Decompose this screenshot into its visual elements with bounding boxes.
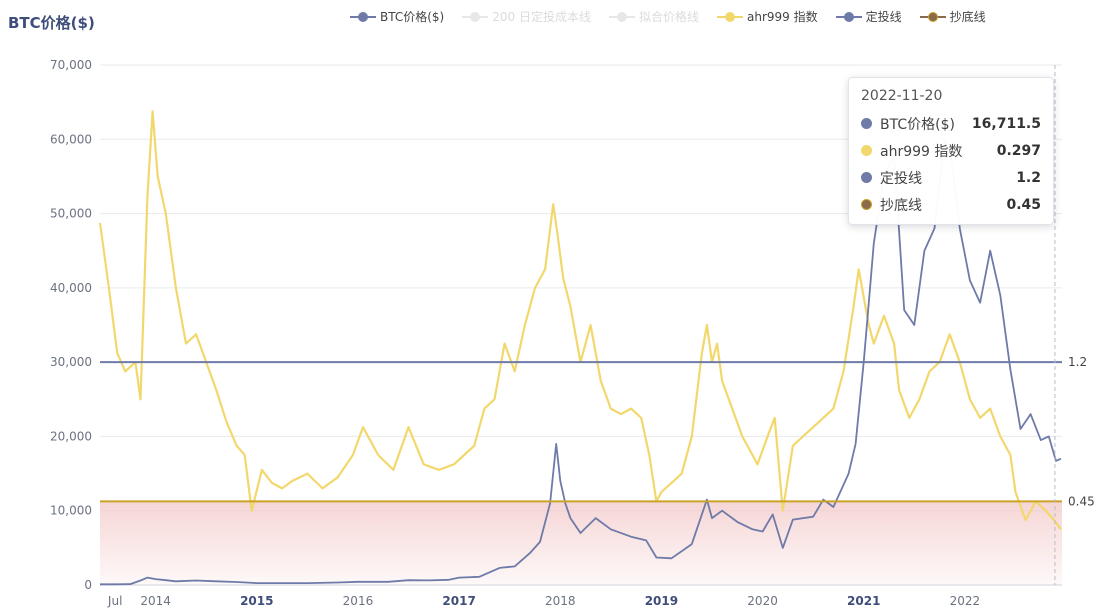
- y-tick-label: 40,000: [50, 281, 92, 295]
- x-tick-label: Jul: [107, 594, 122, 608]
- legend-label-chaodi: 抄底线: [949, 10, 986, 24]
- y-tick-label: 70,000: [50, 58, 92, 72]
- legend-swatch-ahr999: [717, 11, 743, 22]
- legend-item-btc[interactable]: BTC价格($): [350, 8, 444, 25]
- x-tick-label: 2014: [140, 594, 171, 608]
- reference-label-chaodi: 0.45: [1068, 494, 1095, 508]
- legend: BTC价格($) 200 日定投成本线 拟合价格线 ahr999 指数 定投线 …: [350, 8, 986, 25]
- legend-label-ahr999: ahr999 指数: [747, 10, 818, 24]
- tooltip-row-chaodi: 抄底线 0.45: [861, 191, 1041, 218]
- x-tick-label: 2022: [950, 594, 981, 608]
- legend-item-fit-price[interactable]: 拟合价格线: [608, 8, 699, 25]
- tooltip-name-chaodi: 抄底线: [880, 197, 922, 214]
- y-axis-title: BTC价格($): [8, 14, 95, 32]
- x-tick-label: 2020: [747, 594, 778, 608]
- legend-swatch-chaodi: [919, 11, 946, 22]
- tooltip-value-ahr999: 0.297: [996, 142, 1041, 159]
- tooltip-name-ahr999: ahr999 指数: [880, 143, 963, 160]
- legend-swatch-dingtou: [835, 11, 862, 22]
- legend-swatch-fit-price: [608, 11, 635, 22]
- legend-label-dingtou: 定投线: [865, 10, 902, 24]
- y-tick-label: 60,000: [50, 132, 92, 146]
- tooltip-value-chaodi: 0.45: [1006, 196, 1041, 213]
- legend-label-fit-price: 拟合价格线: [638, 10, 699, 24]
- tooltip-value-dingtou: 1.2: [1016, 169, 1041, 186]
- x-tick-label: 2017: [442, 594, 475, 608]
- x-tick-label: 2016: [343, 594, 374, 608]
- x-tick-label: 2015: [240, 594, 273, 608]
- legend-item-chaodi[interactable]: 抄底线: [919, 8, 986, 25]
- legend-label-200d-cost: 200 日定投成本线: [492, 10, 591, 24]
- y-tick-label: 30,000: [50, 355, 92, 369]
- y-tick-label: 10,000: [50, 504, 92, 518]
- tooltip-row-ahr999: ahr999 指数 0.297: [861, 137, 1041, 164]
- tooltip-dot-btc: [861, 118, 872, 129]
- y-tick-label: 20,000: [50, 429, 92, 443]
- tooltip-dot-ahr999: [861, 145, 872, 156]
- x-tick-label: 2019: [645, 594, 678, 608]
- legend-item-200d-cost[interactable]: 200 日定投成本线: [462, 8, 591, 25]
- legend-swatch-200d-cost: [462, 11, 489, 22]
- bottom-zone: [100, 501, 1062, 585]
- legend-swatch-btc: [350, 11, 376, 22]
- tooltip-dot-chaodi: [861, 199, 872, 210]
- tooltip-value-btc: 16,711.5: [971, 115, 1041, 132]
- reference-label-dingtou: 1.2: [1068, 355, 1087, 369]
- series-line-ahr999: [98, 110, 1062, 530]
- tooltip-dot-dingtou: [861, 172, 872, 183]
- tooltip-name-btc: BTC价格($): [880, 116, 955, 133]
- tooltip-row-dingtou: 定投线 1.2: [861, 164, 1041, 191]
- legend-label-btc: BTC价格($): [380, 10, 445, 24]
- x-tick-label: 2021: [847, 594, 880, 608]
- legend-item-ahr999[interactable]: ahr999 指数: [717, 8, 818, 25]
- tooltip: 2022-11-20 BTC价格($) 16,711.5 ahr999 指数 0…: [848, 77, 1054, 225]
- x-tick-label: 2018: [545, 594, 576, 608]
- tooltip-name-dingtou: 定投线: [880, 170, 922, 187]
- tooltip-row-btc: BTC价格($) 16,711.5: [861, 110, 1041, 137]
- tooltip-date: 2022-11-20: [861, 88, 943, 104]
- y-tick-label: 50,000: [50, 207, 92, 221]
- y-tick-label: 0: [84, 578, 92, 592]
- legend-item-dingtou[interactable]: 定投线: [835, 8, 902, 25]
